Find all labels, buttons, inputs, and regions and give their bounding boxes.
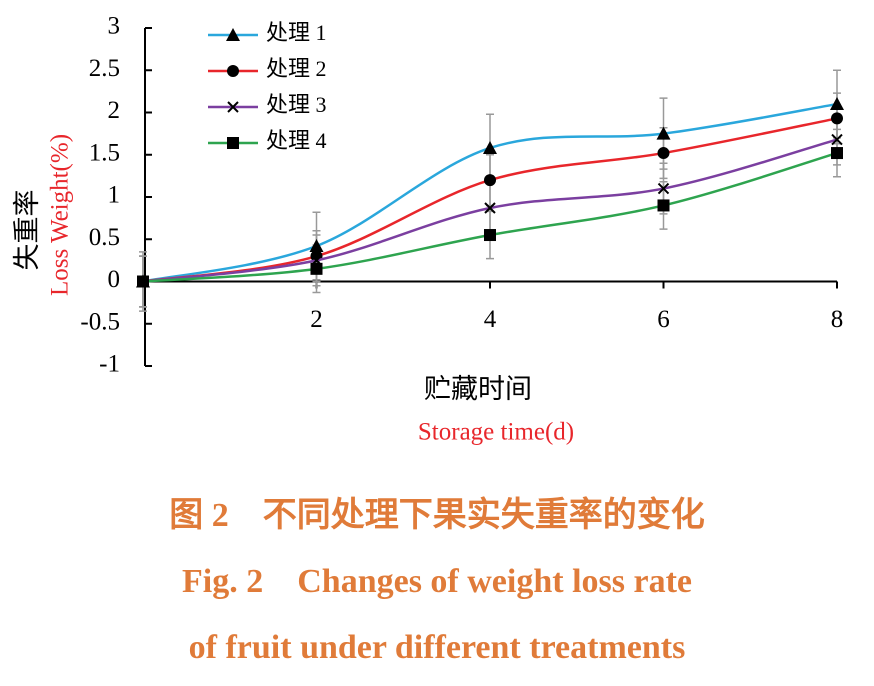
caption-cn: 图 2 不同处理下果实失重率的变化 bbox=[169, 496, 705, 534]
x-label: 贮藏时间 bbox=[424, 374, 532, 404]
marker bbox=[831, 147, 843, 160]
x-tick-label: 2 bbox=[310, 306, 323, 333]
marker bbox=[310, 262, 323, 275]
marker bbox=[831, 133, 843, 146]
marker bbox=[657, 199, 670, 212]
marker bbox=[484, 174, 496, 187]
marker bbox=[483, 140, 497, 154]
y-tick-label: -0.5 bbox=[80, 308, 120, 335]
marker bbox=[657, 182, 670, 195]
marker bbox=[657, 147, 670, 160]
x-label-en: Storage time(d) bbox=[418, 419, 574, 446]
legend-marker bbox=[227, 65, 239, 77]
y-tick-label: 2.5 bbox=[89, 55, 120, 82]
marker bbox=[484, 202, 496, 214]
legend-marker bbox=[227, 137, 239, 149]
legend-label: 处理 4 bbox=[266, 128, 327, 153]
y-label: 失重率 bbox=[12, 190, 42, 271]
legend-marker bbox=[226, 28, 240, 41]
y-tick-label: 1.5 bbox=[89, 139, 120, 166]
y-tick-label: 0.5 bbox=[89, 224, 120, 251]
marker bbox=[656, 126, 671, 140]
y-tick-label: 0 bbox=[108, 266, 121, 293]
legend-label: 处理 2 bbox=[266, 56, 327, 81]
marker bbox=[831, 112, 843, 125]
marker bbox=[309, 239, 324, 253]
legend-marker bbox=[227, 101, 239, 113]
marker bbox=[484, 229, 496, 242]
caption-en-2: of fruit under different treatments bbox=[189, 629, 686, 666]
legend-label: 处理 1 bbox=[266, 20, 327, 45]
x-tick-label: 4 bbox=[484, 306, 497, 333]
y-label-en: Loss Weight(%) bbox=[47, 134, 74, 296]
y-tick-label: 2 bbox=[108, 97, 121, 124]
caption-en-1: Fig. 2 Changes of weight loss rate bbox=[182, 563, 692, 600]
marker bbox=[137, 275, 149, 288]
x-tick-label: 8 bbox=[831, 306, 844, 333]
marker bbox=[830, 97, 844, 111]
y-tick-label: -1 bbox=[99, 351, 120, 378]
y-tick-label: 3 bbox=[108, 13, 121, 40]
y-tick-label: 1 bbox=[108, 182, 121, 209]
legend-label: 处理 3 bbox=[266, 92, 327, 117]
x-tick-label: 6 bbox=[657, 306, 670, 333]
